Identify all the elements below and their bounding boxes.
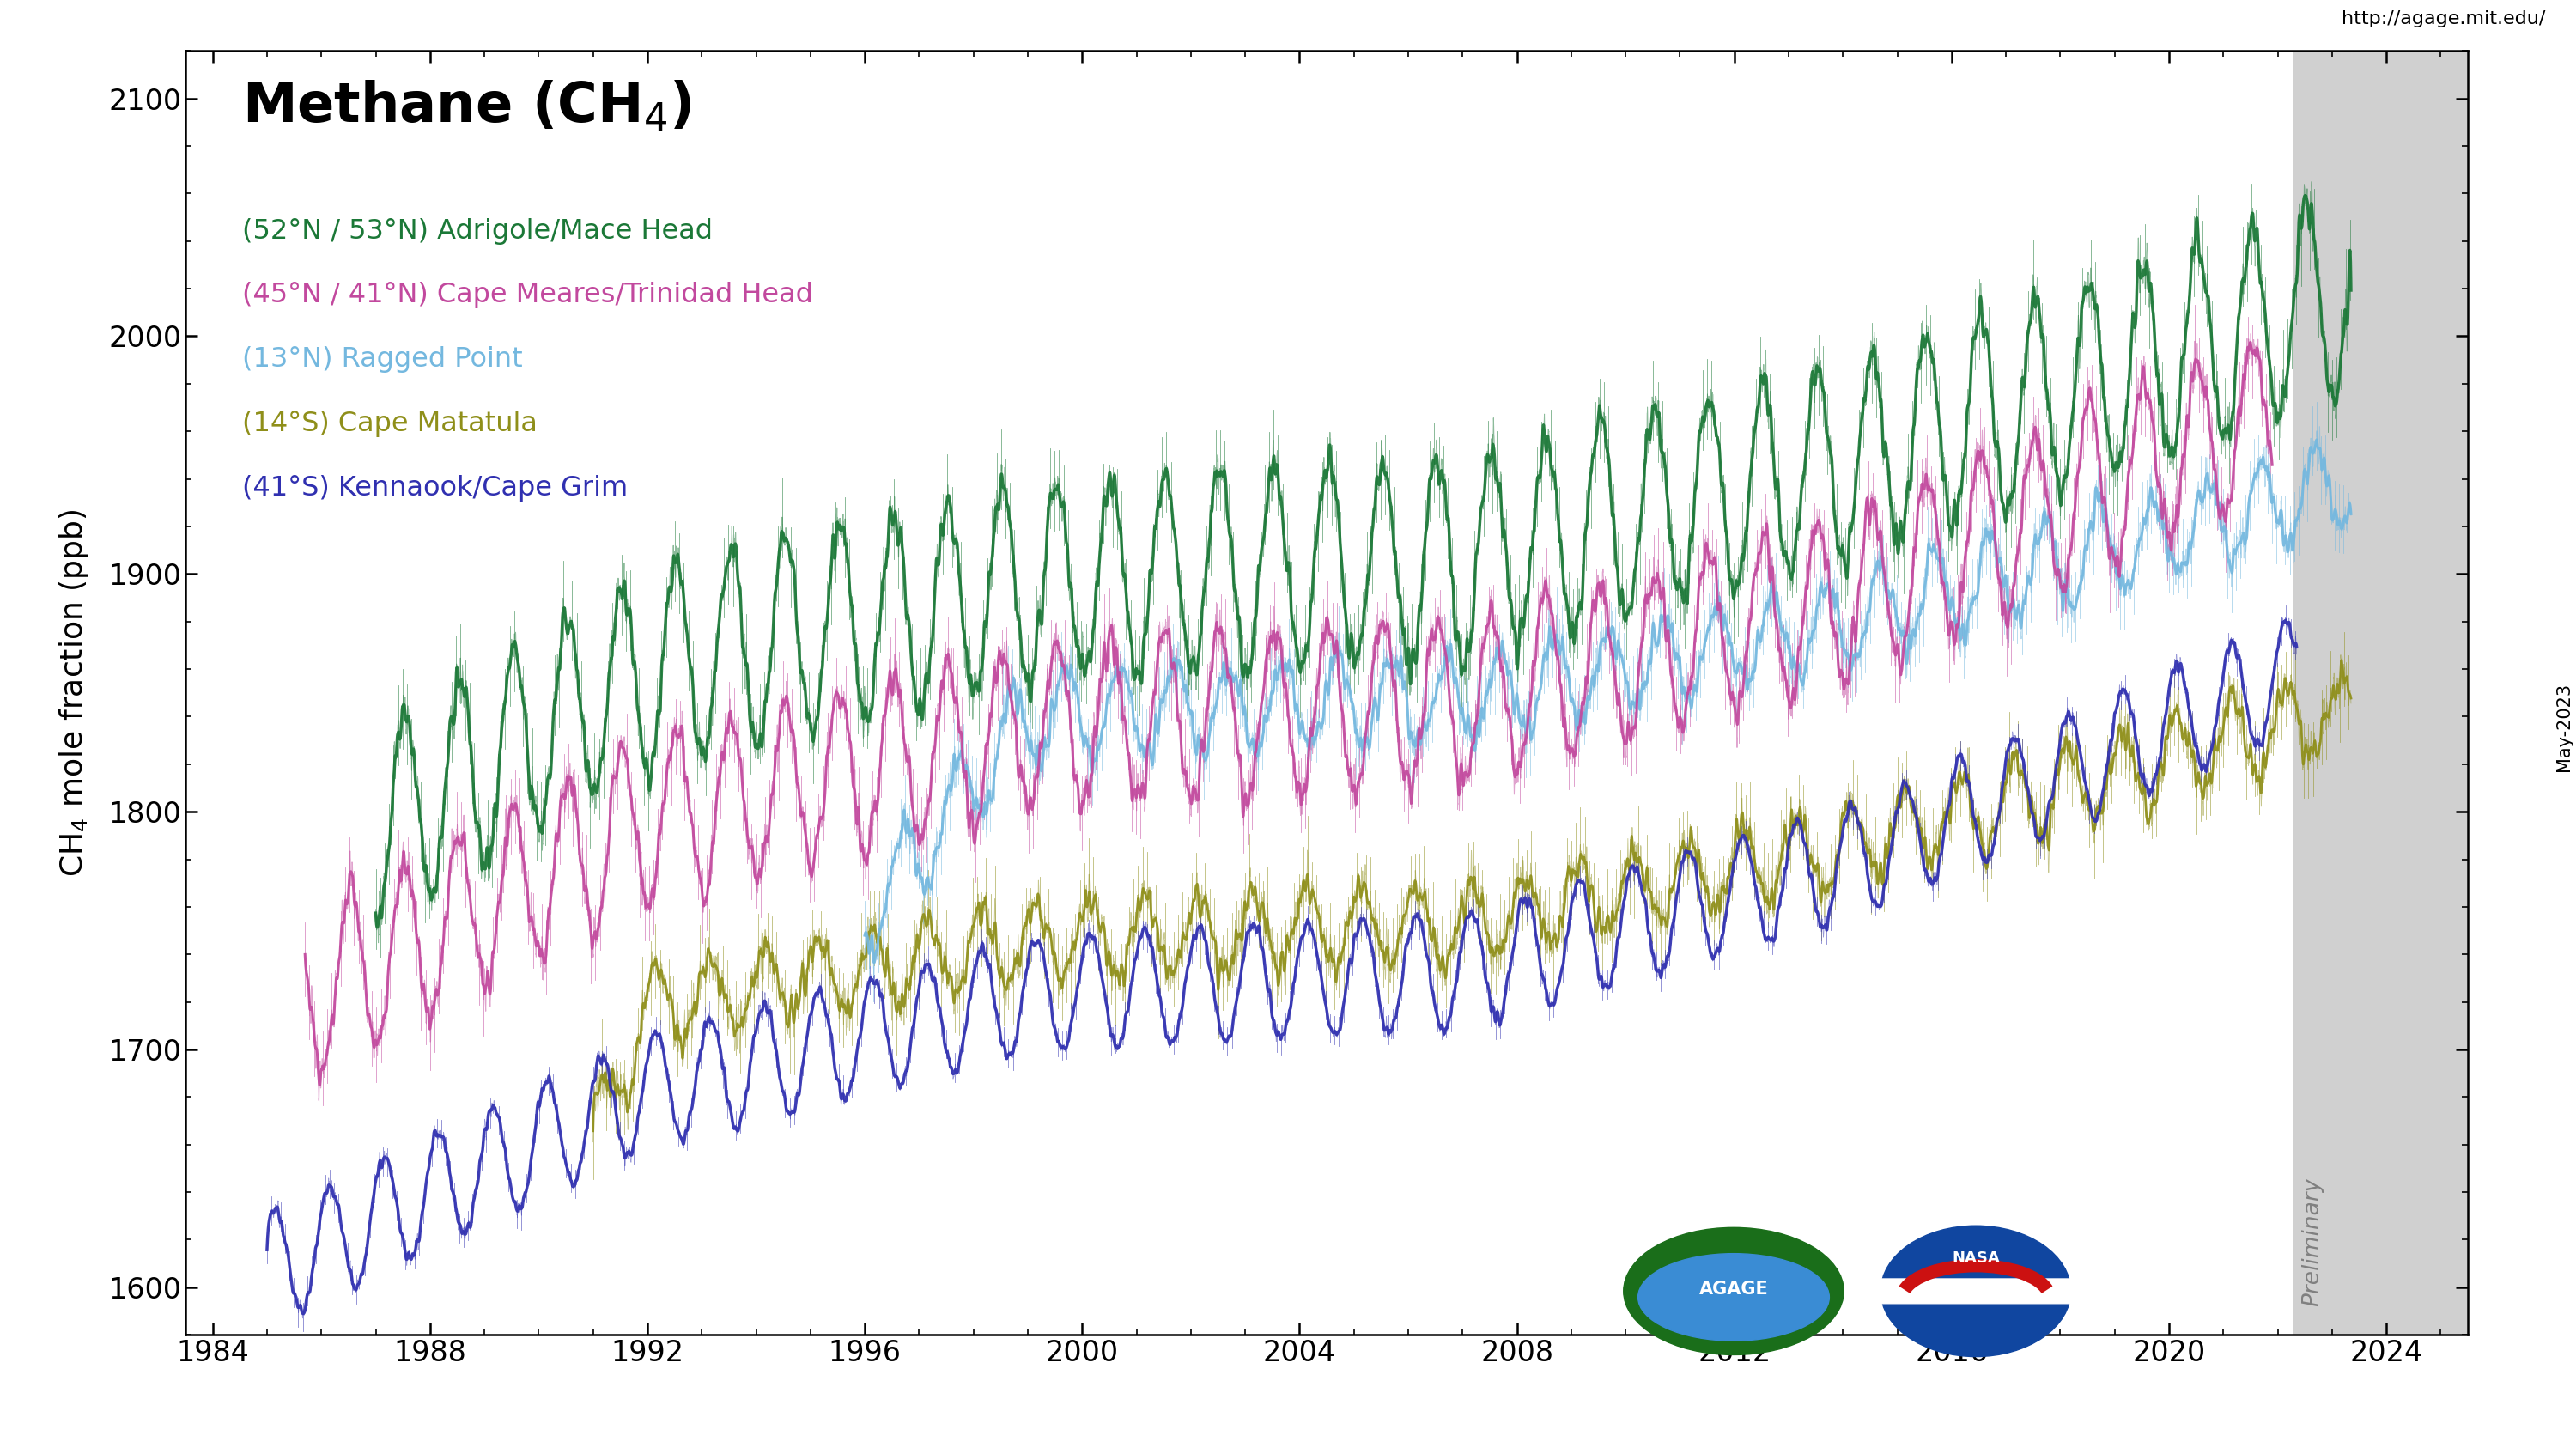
Text: (41°S) Kennaook/Cape Grim: (41°S) Kennaook/Cape Grim [242, 474, 629, 502]
Text: (45°N / 41°N) Cape Meares/Trinidad Head: (45°N / 41°N) Cape Meares/Trinidad Head [242, 282, 814, 308]
Text: (52°N / 53°N) Adrigole/Mace Head: (52°N / 53°N) Adrigole/Mace Head [242, 218, 714, 244]
FancyBboxPatch shape [1878, 1280, 2074, 1303]
Text: (14°S) Cape Matatula: (14°S) Cape Matatula [242, 410, 538, 438]
Circle shape [1880, 1226, 2071, 1357]
Text: (13°N) Ragged Point: (13°N) Ragged Point [242, 346, 523, 372]
Text: AGAGE: AGAGE [1700, 1280, 1767, 1297]
Text: Preliminary: Preliminary [2303, 1178, 2324, 1306]
Ellipse shape [1623, 1227, 1844, 1355]
Text: http://agage.mit.edu/: http://agage.mit.edu/ [2342, 10, 2545, 28]
Text: NASA: NASA [1953, 1250, 1999, 1266]
Ellipse shape [1638, 1253, 1829, 1341]
Text: May-2023: May-2023 [2555, 683, 2571, 771]
Bar [2293, 51, 2576, 1335]
Y-axis label: CH$_4$ mole fraction (ppb): CH$_4$ mole fraction (ppb) [57, 509, 90, 877]
Text: Methane (CH$_4$): Methane (CH$_4$) [242, 79, 693, 134]
